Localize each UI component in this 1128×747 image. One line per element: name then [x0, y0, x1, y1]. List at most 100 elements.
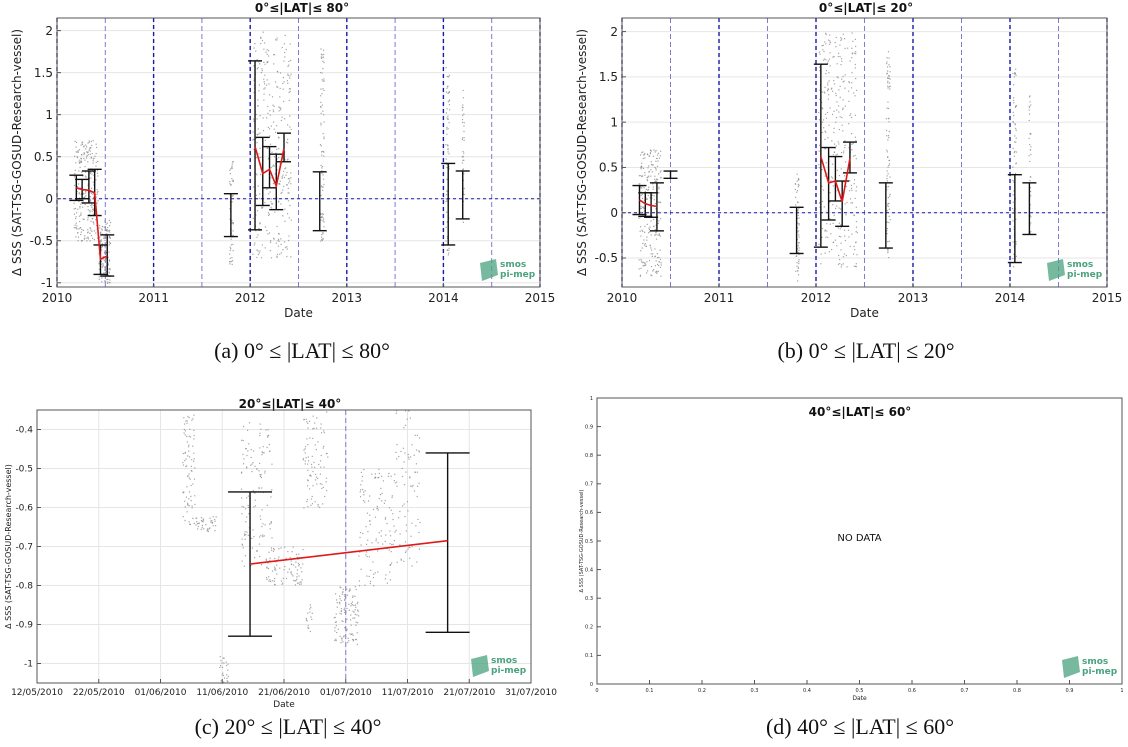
scatter-point	[103, 259, 105, 262]
scatter-point	[886, 189, 888, 191]
scatter-point	[1030, 146, 1032, 148]
scatter-point	[273, 63, 275, 65]
scatter-point	[404, 452, 406, 454]
scatter-point	[798, 207, 800, 209]
scatter-point	[89, 147, 91, 149]
scatter-point	[409, 476, 411, 478]
scatter-point	[252, 253, 254, 255]
scatter-point	[322, 218, 325, 220]
scatter-point	[266, 504, 268, 506]
scatter-point	[105, 271, 107, 273]
scatter-point	[1014, 73, 1016, 75]
scatter-point	[301, 571, 303, 573]
scatter-point	[829, 223, 831, 225]
scatter-point	[87, 238, 90, 240]
scatter-point	[273, 54, 275, 56]
scatter-point	[823, 127, 825, 129]
scatter-point	[1012, 84, 1015, 86]
scatter-point	[390, 509, 392, 511]
scatter-point	[193, 434, 195, 437]
scatter-point	[445, 158, 447, 160]
scatter-point	[408, 458, 410, 460]
scatter-point	[245, 521, 247, 523]
scatter-point	[403, 461, 405, 463]
scatter-point	[796, 217, 799, 219]
scatter-point	[658, 261, 660, 263]
scatter-point	[320, 53, 323, 55]
scatter-point	[191, 419, 193, 421]
scatter-point	[841, 124, 843, 126]
scatter-point	[639, 274, 642, 276]
scatter-point	[343, 635, 345, 637]
scatter-point	[269, 241, 272, 243]
scatter-point	[344, 627, 346, 629]
scatter-point	[263, 83, 266, 85]
scatter-point	[272, 182, 275, 185]
scatter-point	[1015, 137, 1017, 139]
scatter-point	[104, 239, 106, 241]
scatter-point	[365, 554, 367, 556]
scatter-point	[260, 474, 262, 476]
scatter-point	[102, 263, 104, 265]
scatter-point	[104, 266, 106, 268]
scatter-point	[247, 450, 249, 452]
scatter-point	[310, 616, 312, 618]
scatter-point	[447, 144, 449, 146]
scatter-point	[850, 87, 853, 89]
scatter-point	[272, 203, 274, 205]
scatter-point	[389, 571, 391, 573]
scatter-point	[1013, 210, 1015, 212]
scatter-point	[310, 463, 313, 466]
scatter-point	[92, 171, 95, 173]
scatter-point	[448, 91, 450, 93]
scatter-point	[1012, 258, 1014, 260]
scatter-point	[342, 620, 344, 623]
scatter-point	[298, 553, 300, 555]
scatter-point	[352, 595, 354, 597]
scatter-point	[317, 505, 319, 507]
scatter-point	[261, 70, 263, 72]
scatter-point	[264, 139, 267, 141]
scatter-point	[836, 153, 838, 155]
scatter-point	[888, 57, 890, 59]
scatter-point	[272, 121, 275, 123]
scatter-point	[287, 138, 289, 141]
scatter-point	[185, 458, 187, 460]
scatter-point	[462, 155, 464, 157]
scatter-point	[643, 239, 645, 241]
scatter-point	[206, 530, 208, 532]
scatter-point	[292, 546, 294, 548]
scatter-point	[256, 256, 258, 259]
scatter-point	[653, 269, 655, 271]
scatter-point	[334, 630, 336, 632]
scatter-point	[821, 101, 823, 104]
scatter-point	[104, 272, 106, 274]
scatter-point	[306, 620, 308, 622]
scatter-point	[87, 152, 89, 154]
scatter-point	[648, 227, 650, 229]
scatter-point	[104, 220, 106, 222]
scatter-point	[647, 232, 650, 234]
scatter-point	[391, 495, 393, 497]
scatter-point	[323, 121, 325, 123]
scatter-point	[855, 158, 857, 160]
scatter-point	[849, 60, 851, 62]
scatter-point	[82, 141, 84, 143]
logo-mark	[480, 259, 498, 281]
scatter-point	[843, 181, 845, 183]
y-tick-label: -0.5	[30, 234, 53, 248]
scatter-point	[108, 271, 110, 273]
scatter-point	[1030, 190, 1032, 193]
scatter-point	[275, 561, 277, 563]
scatter-point	[255, 50, 257, 52]
scatter-point	[342, 591, 344, 593]
scatter-point	[462, 168, 464, 171]
scatter-point	[281, 46, 283, 49]
scatter-point	[888, 86, 890, 88]
scatter-point	[463, 122, 465, 124]
scatter-point	[81, 154, 83, 156]
x-tick-label: 2012	[801, 291, 832, 305]
scatter-point	[230, 248, 232, 250]
scatter-point	[660, 275, 662, 277]
scatter-point	[349, 619, 352, 621]
